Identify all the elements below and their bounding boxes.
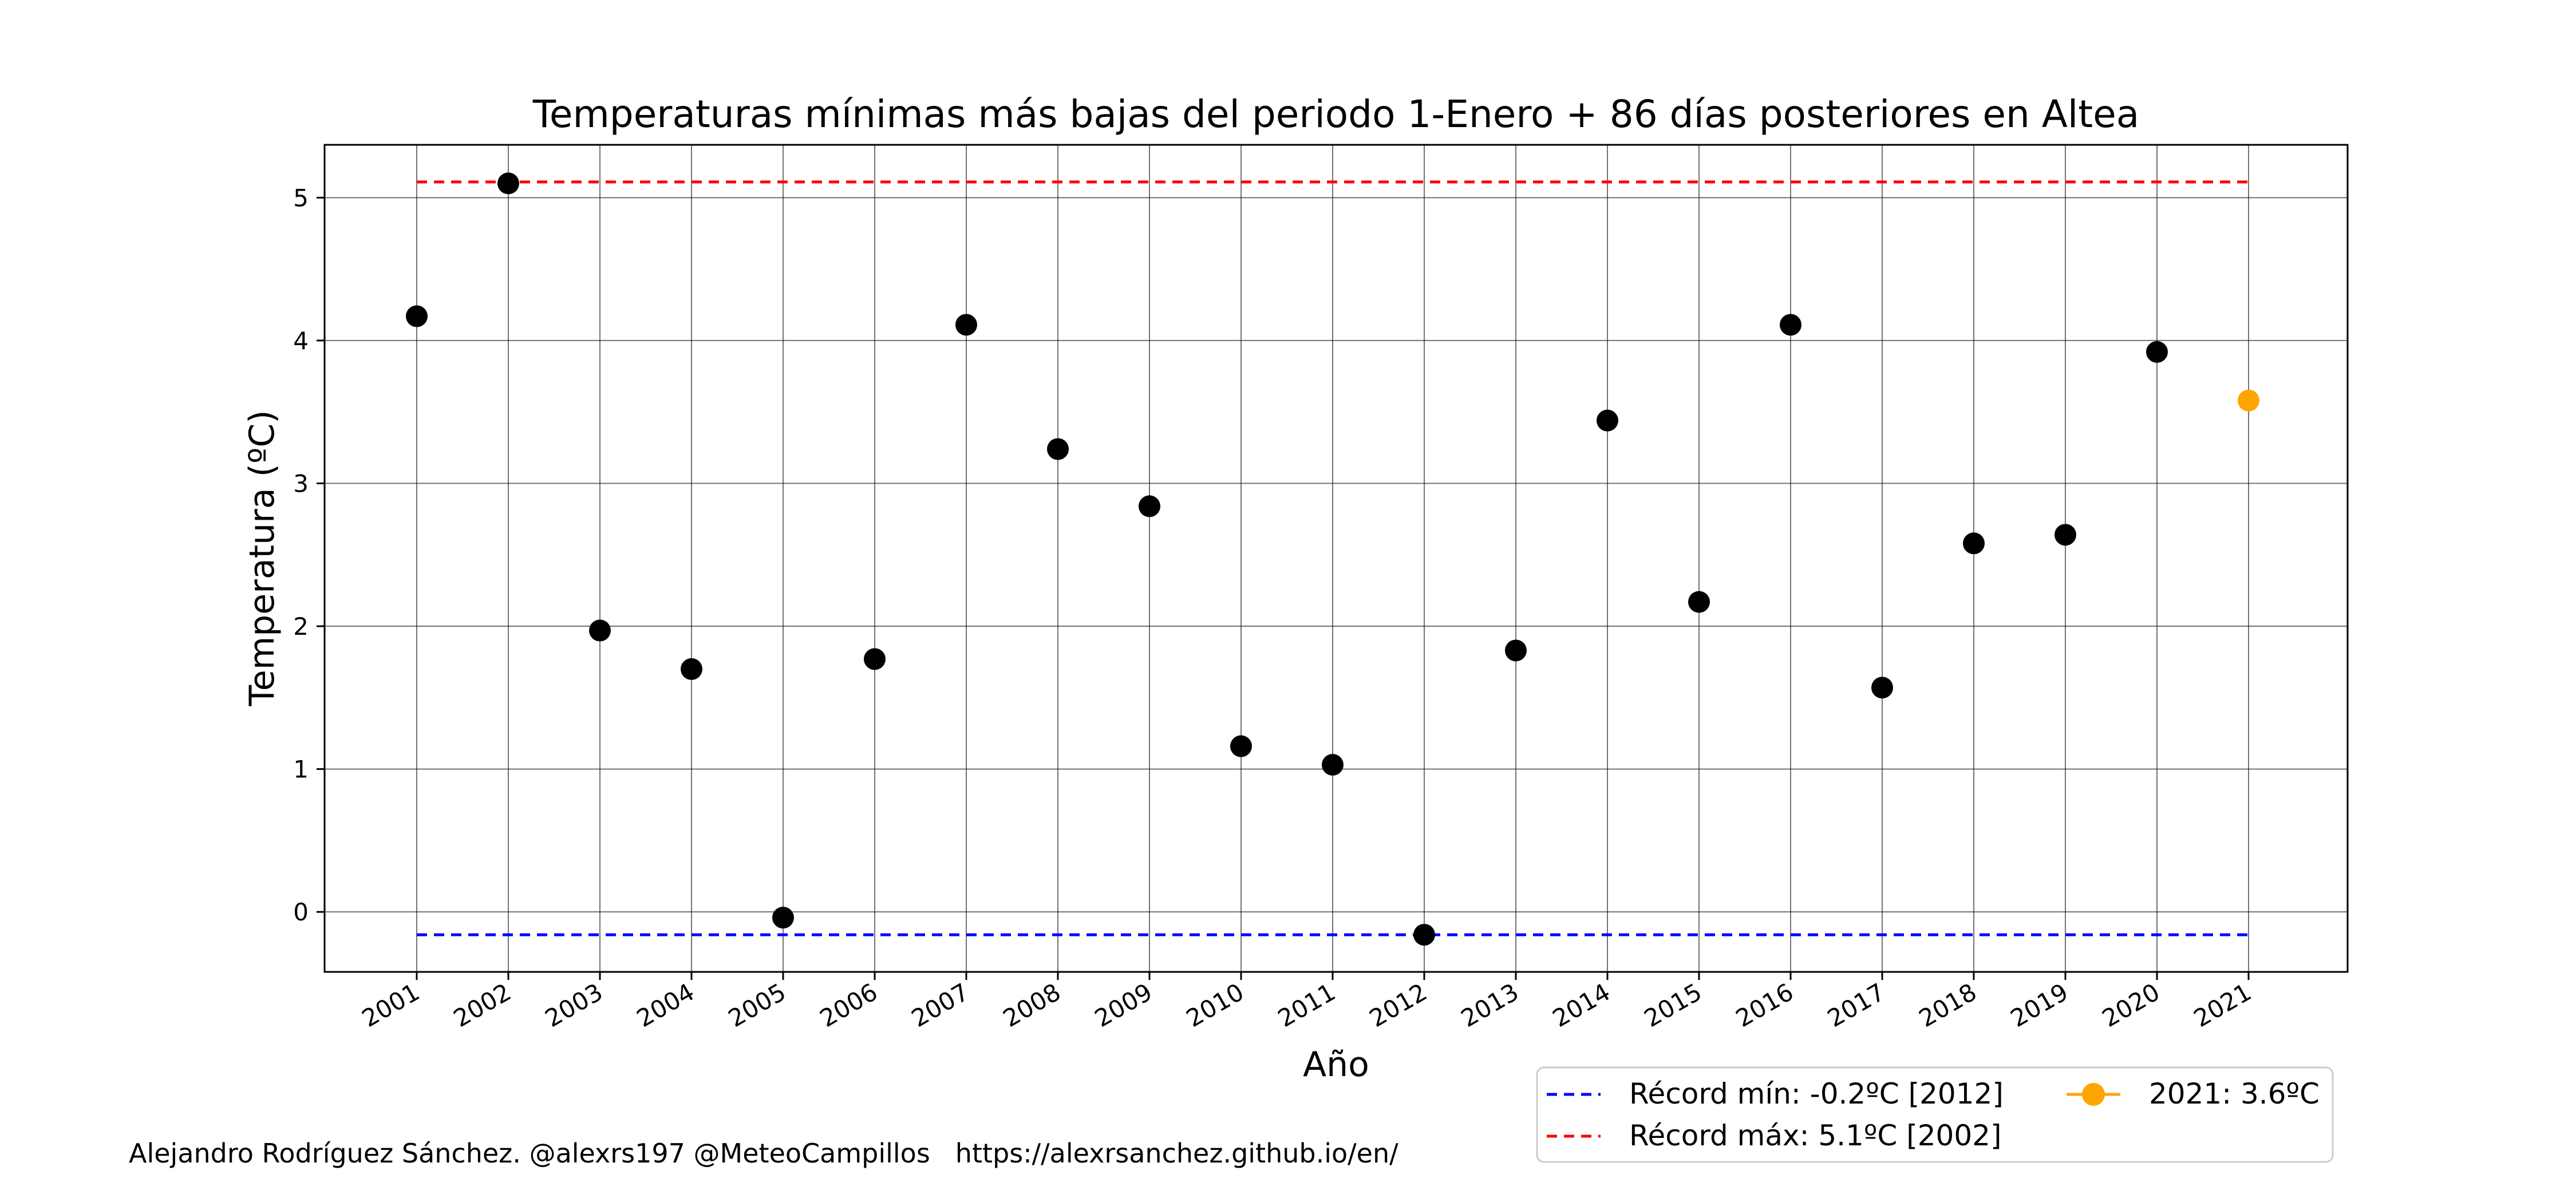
data-point <box>1322 754 1344 776</box>
data-point <box>864 648 886 670</box>
data-point <box>497 172 519 195</box>
y-tick-label: 5 <box>293 184 309 212</box>
data-point <box>1597 409 1618 432</box>
x-tick-label: 2003 <box>540 978 607 1033</box>
data-point <box>1780 314 1801 336</box>
x-tick-label: 2009 <box>1090 978 1157 1033</box>
legend-2021-marker <box>2082 1083 2105 1106</box>
x-tick-label: 2018 <box>1914 978 1981 1033</box>
x-tick-label: 2008 <box>998 978 1065 1033</box>
x-tick-label: 2016 <box>1731 978 1798 1033</box>
x-axis-label: Año <box>1303 1045 1369 1085</box>
x-tick-label: 2007 <box>907 978 974 1033</box>
x-tick-label: 2011 <box>1273 978 1340 1033</box>
data-points <box>406 172 2259 946</box>
data-point <box>1230 735 1252 757</box>
data-point <box>955 314 977 336</box>
y-ticks: 0 1 2 3 4 5 <box>293 184 325 926</box>
y-tick-label: 0 <box>293 898 309 926</box>
data-point <box>1139 495 1160 517</box>
x-tick-label: 2010 <box>1182 978 1249 1033</box>
data-point <box>1963 532 1985 555</box>
x-tick-label: 2005 <box>724 978 791 1033</box>
y-tick-label: 4 <box>293 327 309 355</box>
credit-url: https://alexrsanchez.github.io/en/ <box>955 1138 1398 1169</box>
data-point <box>589 619 611 642</box>
reference-lines <box>417 180 2249 936</box>
data-point <box>2055 524 2076 546</box>
x-tick-label: 2006 <box>815 978 882 1033</box>
x-tick-label: 2013 <box>1456 978 1523 1033</box>
data-point <box>1871 677 1893 699</box>
data-point <box>1688 591 1710 613</box>
y-axis-label: Temperatura (ºC) <box>242 410 282 706</box>
grid <box>325 145 2348 972</box>
x-tick-label: 2020 <box>2097 978 2164 1033</box>
y-tick-label: 1 <box>293 756 309 784</box>
credit-author: Alejandro Rodríguez Sánchez. @alexrs197 … <box>129 1138 930 1169</box>
x-tick-label: 2001 <box>357 978 424 1033</box>
x-tick-label: 2004 <box>632 978 699 1033</box>
legend: Récord mín: -0.2ºC [2012] Récord máx: 5.… <box>1536 1066 2334 1163</box>
data-point <box>2146 341 2168 363</box>
y-tick-label: 3 <box>293 469 309 497</box>
legend-2021-label: 2021: 3.6ºC <box>2149 1077 2320 1110</box>
x-tick-label: 2021 <box>2189 978 2256 1033</box>
x-tick-label: 2017 <box>1823 978 1890 1033</box>
x-tick-label: 2019 <box>2006 978 2073 1033</box>
y-tick-label: 2 <box>293 612 309 640</box>
x-tick-label: 2002 <box>449 978 516 1033</box>
data-point <box>681 658 702 680</box>
x-tick-label: 2015 <box>1639 978 1706 1033</box>
x-tick-label: 2014 <box>1548 978 1615 1033</box>
x-tick-label: 2012 <box>1365 978 1432 1033</box>
data-point <box>1413 924 1435 946</box>
data-point-2021 <box>2238 389 2259 412</box>
credit-line: Alejandro Rodríguez Sánchez. @alexrs197 … <box>129 1138 1398 1169</box>
data-point <box>1047 438 1069 460</box>
data-point <box>772 907 794 929</box>
x-ticks: 2001 2002 2003 2004 2005 2006 2007 2008 2009 2010… <box>357 972 2256 1033</box>
chart-title: Temperaturas mínimas más bajas del perio… <box>532 92 2139 136</box>
legend-min-label: Récord mín: -0.2ºC [2012] <box>1629 1077 2004 1110</box>
axes-frame <box>323 144 2349 973</box>
data-point <box>406 305 428 327</box>
legend-frame <box>1536 1066 2334 1163</box>
data-point <box>1505 639 1527 662</box>
legend-max-label: Récord máx: 5.1ºC [2002] <box>1629 1119 2001 1152</box>
